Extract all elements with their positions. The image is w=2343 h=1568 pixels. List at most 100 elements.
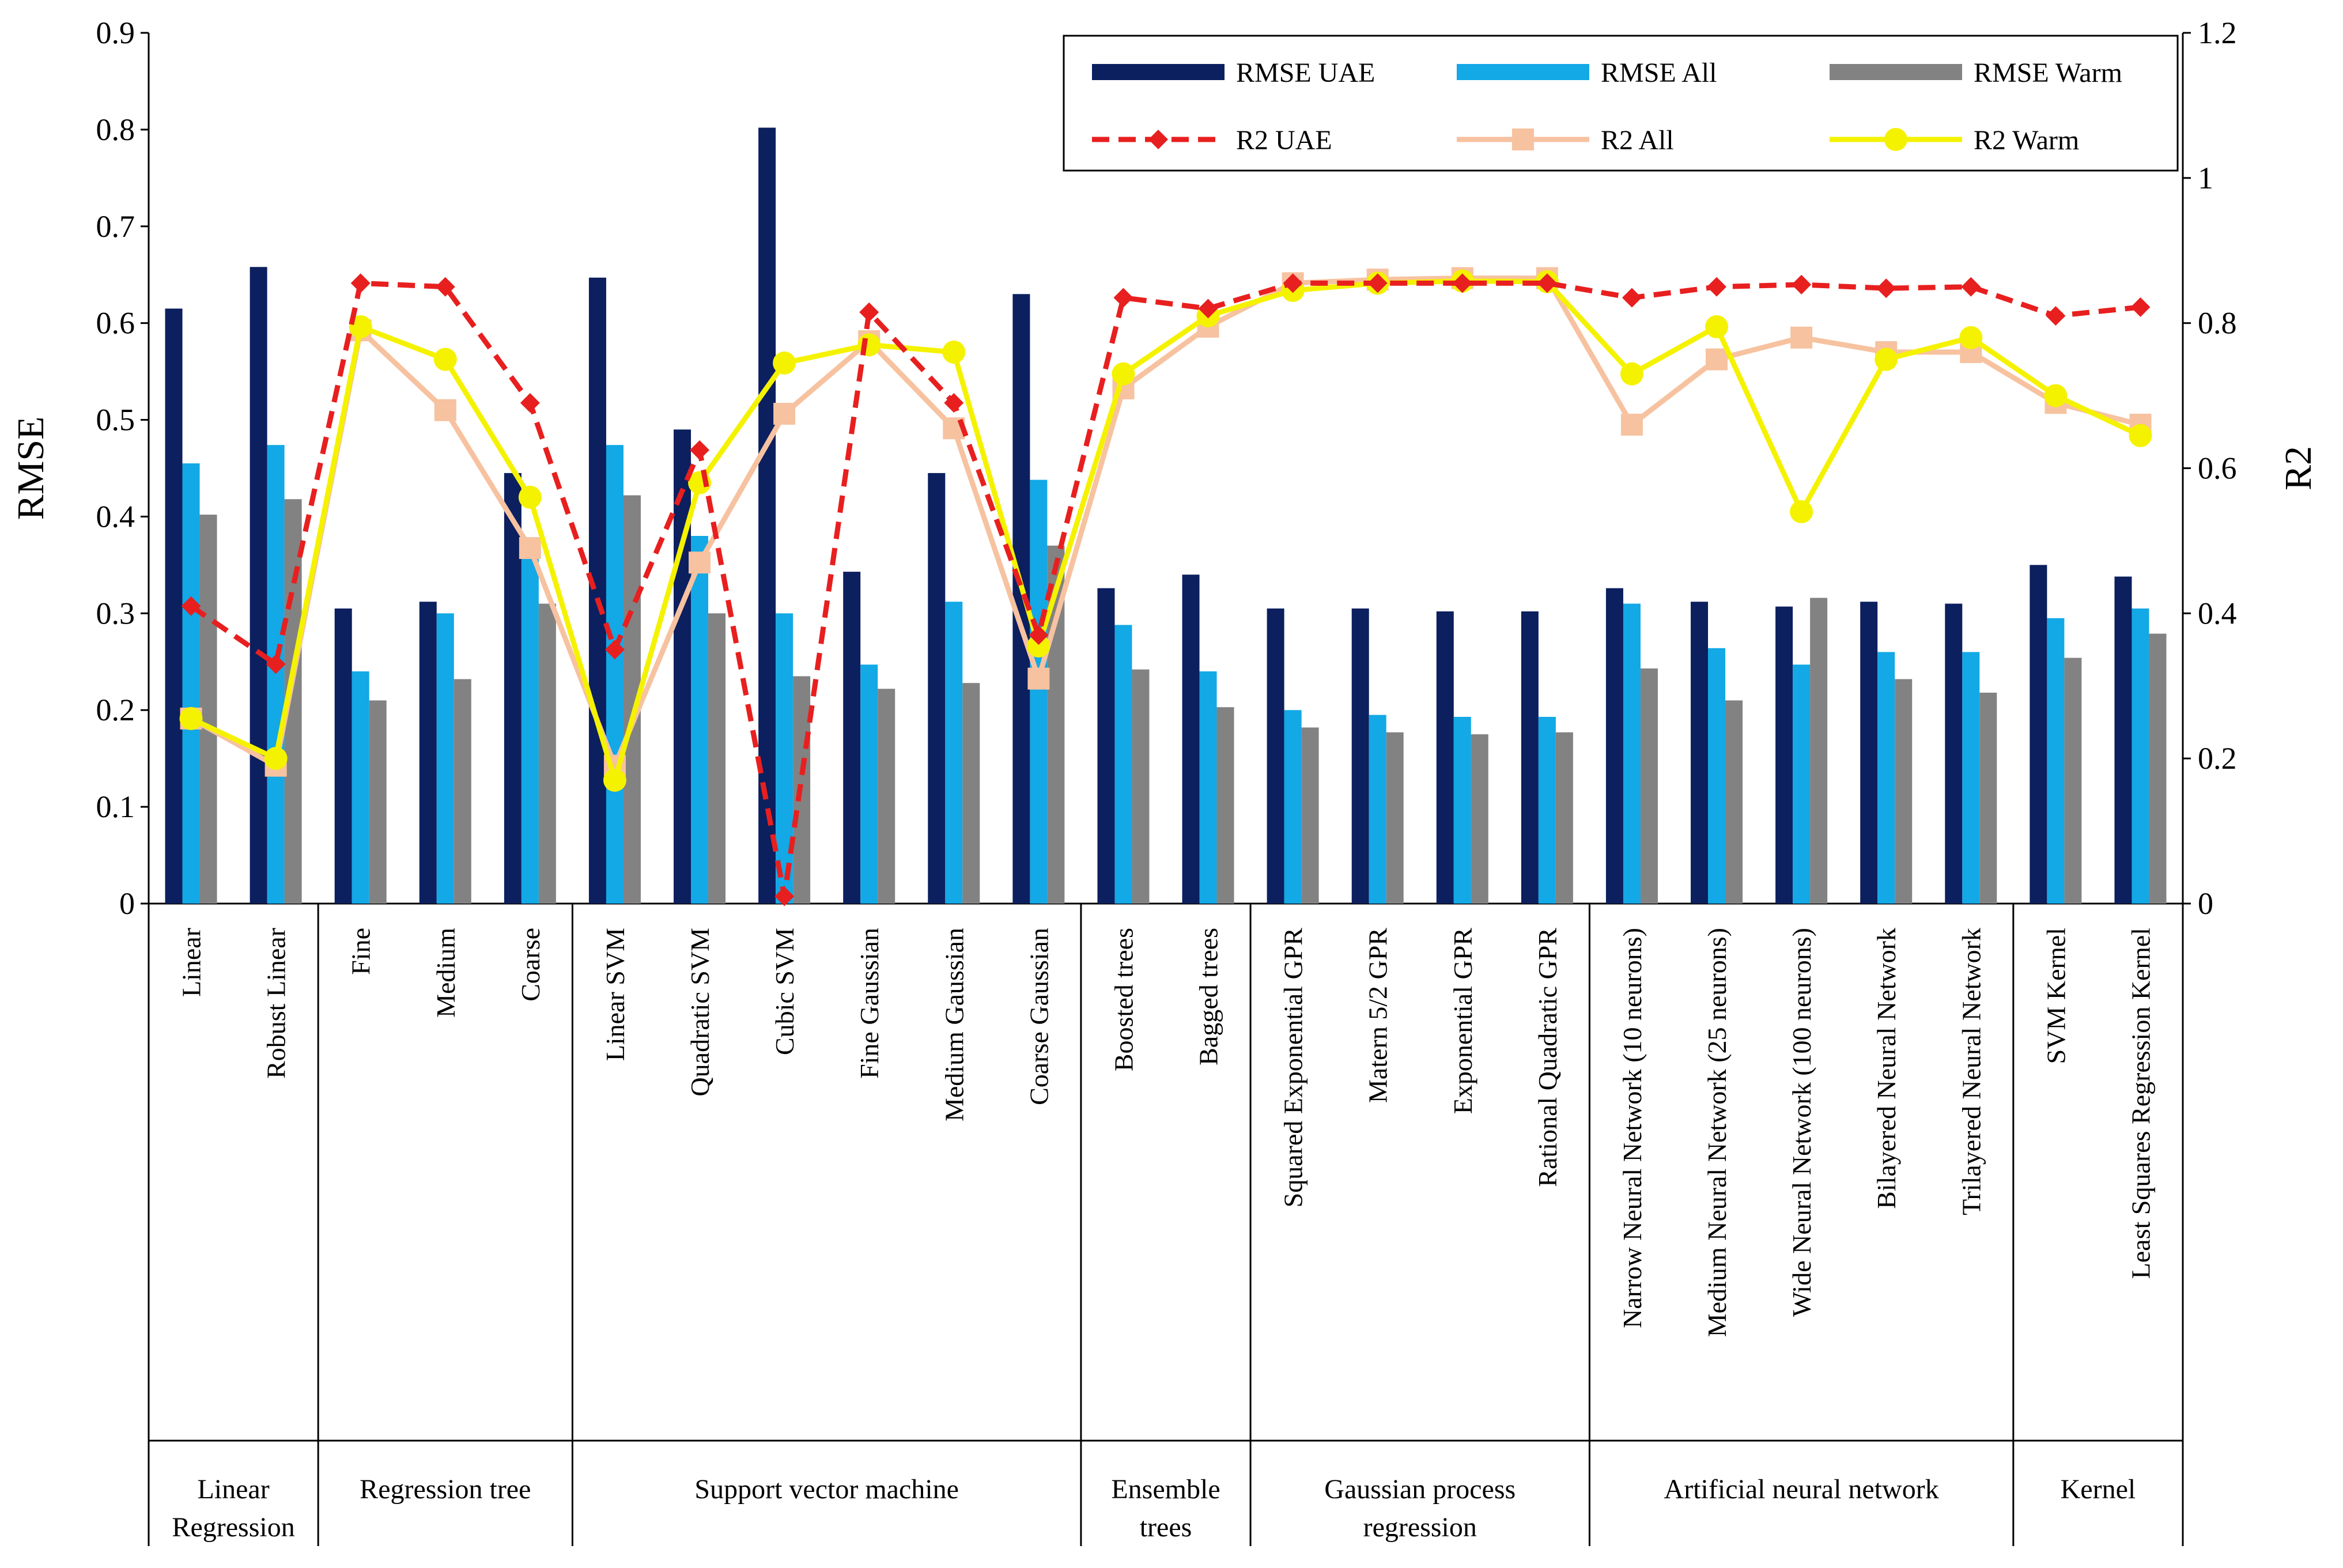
point: [350, 273, 371, 293]
category-label: Coarse Gaussian: [1024, 928, 1053, 1105]
group-label: Artificial neural network: [1664, 1474, 1939, 1505]
bar: [538, 603, 556, 904]
bar: [1605, 588, 1623, 904]
bar: [1097, 588, 1115, 904]
category-label: Medium: [431, 928, 460, 1018]
category-label: Bagged trees: [1194, 928, 1223, 1066]
point: [603, 768, 626, 792]
bar: [504, 473, 521, 904]
left-tick-label: 0.2: [96, 693, 135, 727]
bar: [1521, 611, 1539, 904]
group-label-line: Kernel: [2061, 1474, 2136, 1505]
point: [1790, 326, 1813, 349]
group-label: Support vector machine: [694, 1474, 959, 1505]
bar: [1114, 625, 1132, 904]
bar: [334, 608, 352, 904]
series-line: [190, 278, 2142, 783]
bar: [352, 671, 369, 904]
point: [1792, 274, 1812, 294]
bar: [962, 683, 980, 904]
right-y-axis: 0 0.2 0.4 0.6 0.8 1 1.2 R2: [2183, 16, 2319, 921]
left-tick-label: 0.7: [96, 209, 135, 244]
bar: [165, 308, 183, 904]
point: [774, 886, 795, 906]
bar: [1962, 652, 1980, 904]
bar: [1216, 707, 1234, 904]
bar-series-rmse-all: [182, 445, 2149, 904]
point: [942, 341, 966, 364]
point: [1367, 273, 1388, 293]
category-axis: Linear Robust Linear Fine Medium Coarse Linea…: [148, 904, 2184, 1546]
point: [1283, 273, 1303, 293]
legend-label: RMSE UAE: [1236, 58, 1375, 88]
group-label-line: Support vector machine: [694, 1474, 959, 1505]
left-tick-label: 0.6: [96, 306, 135, 341]
bar: [1538, 716, 1556, 904]
bar-series: [165, 127, 2167, 904]
legend-label: R2 Warm: [1974, 125, 2079, 156]
bar: [606, 445, 623, 904]
bar: [1877, 652, 1895, 904]
point: [1875, 347, 1898, 371]
bar: [1182, 575, 1200, 904]
bar: [1640, 668, 1658, 904]
bar: [182, 463, 200, 904]
point: [1537, 273, 1557, 293]
point: [1452, 273, 1472, 293]
category-label: Squared Exponential GPR: [1279, 928, 1308, 1208]
category-label: Bilayered Neural Network: [1872, 928, 1901, 1209]
left-tick-label: 0.5: [96, 403, 135, 437]
category-label: Linear: [177, 928, 206, 997]
bar: [419, 602, 437, 904]
bar: [2064, 658, 2082, 904]
point: [690, 440, 710, 460]
bar: [945, 602, 963, 904]
point: [2129, 424, 2152, 447]
point: [773, 351, 796, 375]
bar: [928, 473, 946, 904]
point: [1029, 625, 1049, 645]
group-label-line: regression: [1363, 1512, 1477, 1543]
point: [518, 485, 542, 509]
bar: [1030, 479, 1048, 904]
bar-series-rmse-warm: [199, 495, 2167, 904]
point: [2044, 384, 2068, 407]
point: [689, 551, 711, 574]
category-label: Fine: [346, 928, 376, 975]
category-label: Boosted trees: [1109, 928, 1138, 1071]
bar: [199, 515, 217, 904]
bar: [1471, 734, 1488, 904]
bar: [1301, 727, 1319, 904]
right-tick-label: 1.2: [2198, 16, 2237, 50]
legend: RMSE UAE RMSE All RMSE Warm R2 UAE R2 All R2 …: [1063, 35, 2179, 172]
right-tick-label: 0.4: [2198, 596, 2237, 630]
point: [519, 537, 541, 560]
point: [433, 347, 457, 371]
bar: [436, 613, 454, 904]
point: [1705, 315, 1729, 338]
right-tick-label: 0: [2198, 886, 2213, 921]
bar: [776, 613, 793, 904]
legend-swatch: [1457, 64, 1589, 80]
right-tick-label: 0.6: [2198, 451, 2237, 486]
category-label: Medium Gaussian: [939, 928, 969, 1121]
bar: [1386, 732, 1404, 904]
category-label: Fine Gaussian: [855, 928, 884, 1079]
bar: [1555, 732, 1573, 904]
bar: [1945, 603, 1963, 904]
point: [1113, 288, 1133, 308]
bar: [1691, 602, 1709, 904]
bar: [878, 689, 895, 904]
bar: [674, 429, 691, 904]
group-label: Regression tree: [360, 1474, 531, 1505]
category-label: Coarse: [516, 928, 545, 1002]
point: [2046, 306, 2066, 326]
left-tick-label: 0.8: [96, 112, 135, 147]
point: [1148, 130, 1168, 149]
group-label-line: Regression tree: [360, 1474, 531, 1505]
point: [773, 403, 796, 425]
bar: [1369, 715, 1386, 904]
bar: [369, 700, 387, 904]
point: [434, 399, 456, 421]
group-label-line: Linear: [197, 1474, 269, 1505]
